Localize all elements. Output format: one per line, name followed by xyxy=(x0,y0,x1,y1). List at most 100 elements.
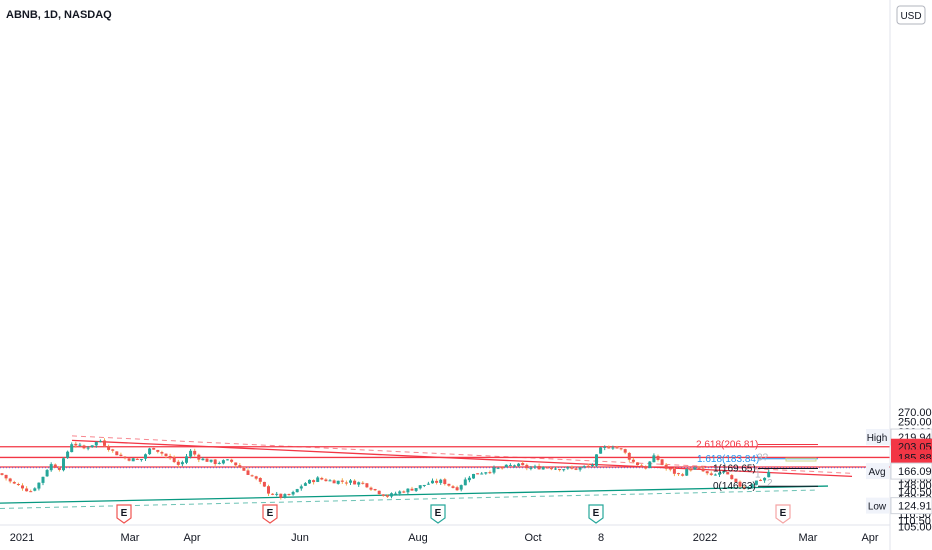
earnings-marker-shape xyxy=(116,504,132,524)
candle-body xyxy=(111,449,115,451)
candle-body xyxy=(16,484,20,486)
candle-body xyxy=(385,495,389,497)
price-marker-value: 124.91 xyxy=(898,501,932,513)
candle-body xyxy=(431,480,434,484)
candle-body xyxy=(730,475,734,480)
candle-body xyxy=(398,491,402,494)
x-tick-label: Mar xyxy=(799,532,818,544)
candle-body xyxy=(332,480,336,484)
earnings-marker-shape xyxy=(775,504,791,524)
candle-body xyxy=(275,493,279,495)
earnings-marker[interactable]: E xyxy=(775,504,791,524)
price-marker-tag-label: High xyxy=(867,433,888,444)
candle-body xyxy=(697,467,701,469)
candle-body xyxy=(176,461,180,465)
fib-level-label: 2.618(206.81) xyxy=(696,440,758,451)
currency-button[interactable]: USD xyxy=(896,5,926,25)
wave-mark-label: 1 xyxy=(755,470,761,481)
candle-body xyxy=(135,458,139,460)
candle-body xyxy=(615,447,619,449)
candle-body xyxy=(492,467,496,473)
earnings-marker-label: E xyxy=(435,508,442,519)
candle-body xyxy=(78,444,82,446)
candle-body xyxy=(533,466,537,468)
candle-body xyxy=(480,473,484,475)
x-tick-label: 8 xyxy=(598,532,604,544)
candle-body xyxy=(66,451,70,458)
candle-body xyxy=(463,479,467,486)
candle-body xyxy=(726,472,730,475)
candle-body xyxy=(746,487,750,489)
candle-body xyxy=(426,483,430,485)
price-marker-value: 166.09 xyxy=(898,466,932,478)
earnings-marker-label: E xyxy=(780,508,787,519)
candles xyxy=(0,438,771,500)
candle-body xyxy=(328,480,332,482)
candle-body xyxy=(279,493,283,498)
candle-body xyxy=(574,468,578,470)
candle-body xyxy=(496,467,500,469)
trendlines xyxy=(0,435,853,509)
candle-body xyxy=(37,482,41,489)
candle-body xyxy=(168,455,172,459)
candle-body xyxy=(361,482,365,484)
x-tick-label: Aug xyxy=(408,532,428,544)
candle-body xyxy=(476,473,480,475)
candle-body xyxy=(603,446,607,448)
candle-body xyxy=(595,454,598,466)
candle-body xyxy=(759,479,762,481)
x-tick-label: 2021 xyxy=(10,532,34,544)
candle-body xyxy=(734,478,738,482)
earnings-marker[interactable]: E xyxy=(116,504,132,524)
ascending-trendline xyxy=(0,485,829,504)
candle-body xyxy=(8,478,12,482)
candle-body xyxy=(103,440,106,446)
candle-body xyxy=(636,462,639,466)
chart-title: ABNB, 1D, NASDAQ xyxy=(6,9,112,21)
candle-body xyxy=(295,489,299,493)
candle-body xyxy=(394,493,398,495)
x-axis: 2021 Mar Apr Jun Aug Oct 8 2022 Mar Apr xyxy=(0,524,890,544)
candle-body xyxy=(312,480,316,483)
price-marker-box xyxy=(890,462,932,480)
candle-body xyxy=(508,465,512,467)
candle-body xyxy=(570,467,574,469)
candle-body xyxy=(693,467,697,470)
price-marker-tag xyxy=(866,463,889,480)
candle-body xyxy=(242,468,246,471)
candle-body xyxy=(324,479,328,482)
earnings-marker[interactable]: E xyxy=(588,504,604,524)
x-tick-label: Apr xyxy=(861,532,878,544)
earnings-marker[interactable]: E xyxy=(430,504,446,524)
candle-body xyxy=(271,493,275,495)
candle-body xyxy=(283,494,287,498)
candle-body xyxy=(262,481,266,487)
candle-body xyxy=(320,477,324,480)
descending-channel-line xyxy=(71,435,853,474)
fib-target-box xyxy=(785,457,817,462)
price-marker: Avg 166.09 xyxy=(866,462,932,480)
candle-body xyxy=(373,489,377,491)
earnings-marker-label: E xyxy=(121,508,128,519)
earnings-marker-shape xyxy=(430,504,446,524)
fib-level-label: 1.618(183.84) xyxy=(697,454,759,465)
candle-body xyxy=(139,459,143,461)
candle-body xyxy=(258,477,262,482)
candle-body xyxy=(29,491,33,493)
candle-body xyxy=(767,471,771,478)
candle-body xyxy=(701,468,705,472)
candle-body xyxy=(25,488,29,492)
candle-body xyxy=(201,458,205,461)
y-tick-label: 105.00 xyxy=(898,522,932,534)
candle-body xyxy=(763,477,767,481)
candle-body xyxy=(180,462,184,465)
candle-body xyxy=(558,469,562,471)
earnings-marker[interactable]: E xyxy=(262,504,278,524)
price-marker-tag xyxy=(866,429,889,446)
currency-label: USD xyxy=(900,11,921,22)
candle-body xyxy=(750,484,754,489)
candle-body xyxy=(410,488,414,491)
